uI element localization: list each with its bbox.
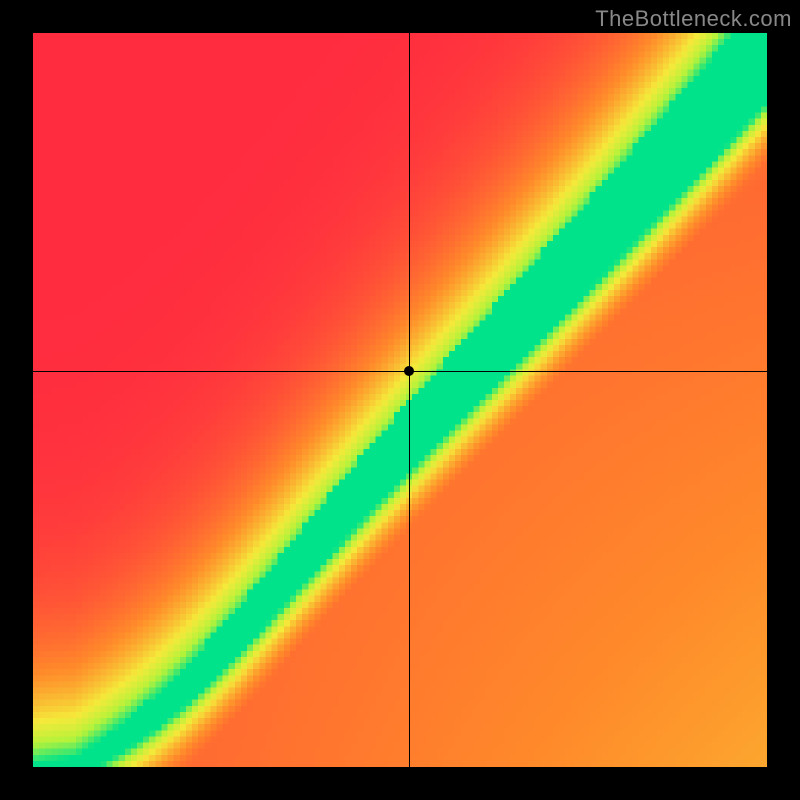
crosshair-horizontal [33,371,767,372]
watermark-text: TheBottleneck.com [595,6,792,32]
heatmap-canvas [33,33,767,767]
heatmap-plot [33,33,767,767]
data-point-marker [404,366,414,376]
crosshair-vertical [409,33,410,767]
